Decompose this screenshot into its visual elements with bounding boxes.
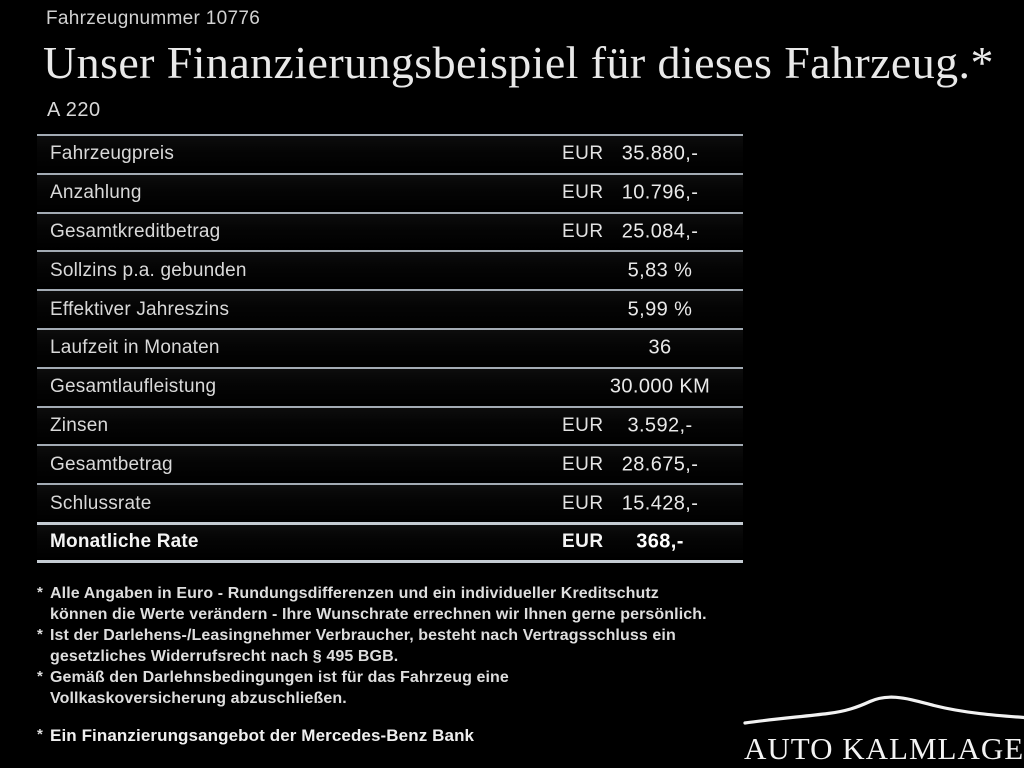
footnote-text: Ist der Darlehens-/Leasingnehmer Verbrau… [50, 625, 749, 667]
footnote-line: Ein Finanzierungsangebot der Mercedes-Be… [50, 726, 475, 745]
row-value: 28.675,- [621, 453, 699, 476]
table-row: Laufzeit in Monaten 36 [37, 327, 743, 367]
row-value: 5,99 % [627, 298, 693, 321]
row-label: Gesamtkreditbetrag [50, 220, 221, 242]
row-value: 10.796,- [621, 181, 699, 204]
row-label: Effektiver Jahreszins [50, 298, 230, 320]
footnote-marker: * [37, 584, 43, 601]
footnote: * Gemäß den Darlehnsbedingungen ist für d… [37, 667, 749, 709]
table-row: Effektiver Jahreszins 5,99 % [37, 289, 743, 328]
footnote-line: gesetzliches Widerrufsrecht nach § 495 B… [50, 648, 399, 665]
row-label: Zinsen [50, 414, 109, 436]
row-value: 5,83 % [627, 259, 693, 282]
table-row: Gesamtbetrag EUR 28.675,- [37, 444, 743, 484]
row-value: 15.428,- [621, 492, 699, 515]
row-currency: EUR [562, 220, 604, 242]
footnotes: * Alle Angaben in Euro - Rundungsdifferen… [37, 583, 749, 746]
row-label: Gesamtlaufleistung [50, 376, 217, 398]
footnote-text: Alle Angaben in Euro - Rundungsdifferenz… [50, 583, 749, 625]
table-row: Gesamtlaufleistung 30.000 KM [37, 366, 743, 406]
table-row: Zinsen EUR 3.592,- [37, 405, 743, 445]
footnote-line: Vollkaskoversicherung abzuschließen. [50, 690, 347, 707]
row-label: Sollzins p.a. gebunden [50, 259, 247, 281]
footnote-line: Gemäß den Darlehnsbedingungen ist für da… [50, 669, 509, 686]
dealer-logo-text: AUTO KALMLAGE [744, 731, 1024, 766]
table-row: Schlussrate EUR 15.428,- [37, 483, 743, 522]
row-value: 25.084,- [621, 220, 699, 243]
row-currency: EUR [562, 531, 604, 553]
row-value: 368,- [636, 530, 684, 553]
car-silhouette-icon [743, 695, 1024, 725]
footnote-marker: * [37, 726, 43, 743]
footnote-line: Alle Angaben in Euro - Rundungsdifferenz… [50, 585, 659, 602]
table-row: Sollzins p.a. gebunden 5,83 % [37, 250, 743, 290]
footnote-text: Gemäß den Darlehnsbedingungen ist für da… [50, 667, 749, 709]
page-title: Unser Finanzierungsbeispiel für dieses F… [43, 37, 994, 88]
row-currency: EUR [562, 414, 604, 436]
row-currency: EUR [562, 182, 604, 204]
row-label: Anzahlung [50, 182, 142, 204]
footnote-line: Ist der Darlehens-/Leasingnehmer Verbrau… [50, 627, 676, 644]
row-label: Gesamtbetrag [50, 453, 173, 475]
vehicle-number: Fahrzeugnummer 10776 [46, 8, 261, 29]
footnote: * Ein Finanzierungsangebot der Mercedes-B… [37, 725, 749, 746]
footnote: * Ist der Darlehens-/Leasingnehmer Verbra… [37, 625, 749, 667]
model-name: A 220 [47, 99, 101, 121]
row-label: Monatliche Rate [50, 531, 199, 553]
row-currency: EUR [562, 492, 604, 514]
footnote: * Alle Angaben in Euro - Rundungsdifferen… [37, 583, 749, 625]
table-row: Gesamtkreditbetrag EUR 25.084,- [37, 211, 743, 251]
footnote-line: können die Werte verändern - Ihre Wunsch… [50, 606, 707, 623]
footnote-marker: * [37, 626, 43, 643]
table-row: Monatliche Rate EUR 368,- [37, 521, 743, 563]
row-label: Schlussrate [50, 492, 152, 514]
row-label: Fahrzeugpreis [50, 143, 175, 165]
table-row: Fahrzeugpreis EUR 35.880,- [37, 134, 743, 173]
table-row: Anzahlung EUR 10.796,- [37, 172, 743, 212]
footnote-text: Ein Finanzierungsangebot der Mercedes-Be… [50, 725, 749, 746]
dealer-logo: AUTO KALMLAGE [738, 653, 1024, 768]
finance-table: Fahrzeugpreis EUR 35.880,- Anzahlung EUR 10.7… [37, 134, 743, 563]
row-value: 30.000 KM [609, 375, 711, 398]
row-label: Laufzeit in Monaten [50, 337, 220, 359]
row-value: 36 [648, 336, 672, 359]
row-value: 35.880,- [621, 142, 699, 165]
row-currency: EUR [562, 453, 604, 475]
row-value: 3.592,- [627, 414, 693, 437]
row-currency: EUR [562, 143, 604, 165]
footnote-marker: * [37, 668, 43, 685]
